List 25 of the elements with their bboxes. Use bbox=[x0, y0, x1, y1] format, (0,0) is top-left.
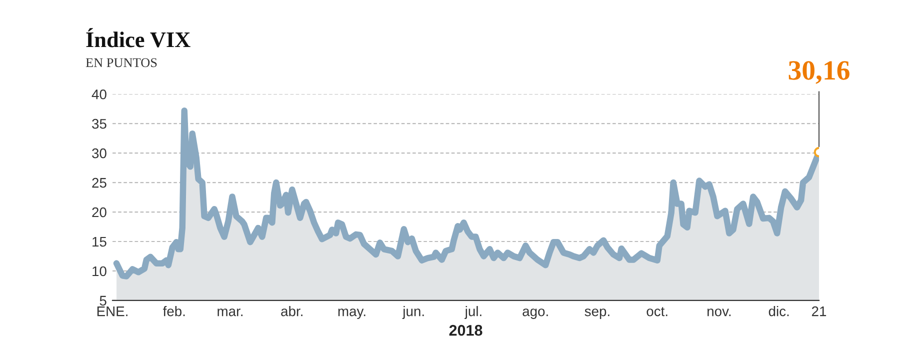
x-tick-label: 21 bbox=[812, 306, 826, 316]
y-tick-label: 5 bbox=[100, 296, 106, 306]
chart-title: Índice VIX bbox=[86, 28, 190, 48]
x-tick-label: jul. bbox=[464, 306, 482, 319]
x-tick-label: nov. bbox=[708, 308, 731, 316]
x-tick-label: dic. bbox=[768, 306, 789, 316]
x-tick-label: mar. bbox=[218, 308, 242, 316]
annotation: 30,16 bbox=[788, 61, 850, 84]
y-tick-label: 40 bbox=[92, 89, 106, 100]
x-tick-label: jun. bbox=[402, 306, 424, 319]
x-tick-label: ago. bbox=[522, 308, 548, 319]
y-tick-label: 10 bbox=[92, 266, 106, 276]
y-tick-label: 20 bbox=[92, 207, 106, 218]
y-tick-label: 30 bbox=[92, 148, 106, 158]
x-tick-label: ENE. bbox=[97, 306, 128, 316]
y-tick-label: 25 bbox=[92, 178, 106, 188]
chart-subtitle: EN PUNTOS bbox=[86, 58, 157, 68]
y-tick-label: 35 bbox=[92, 118, 106, 129]
y-tick-label: 15 bbox=[92, 236, 106, 247]
x-tick-label: sep. bbox=[584, 308, 610, 319]
x-tick-label: feb. bbox=[162, 306, 185, 316]
x-tick-label: oct. bbox=[646, 307, 668, 316]
x-tick-label: abr. bbox=[281, 306, 302, 316]
x-tick-label: may. bbox=[338, 308, 366, 319]
x-axis-title: 2018 bbox=[449, 324, 482, 336]
